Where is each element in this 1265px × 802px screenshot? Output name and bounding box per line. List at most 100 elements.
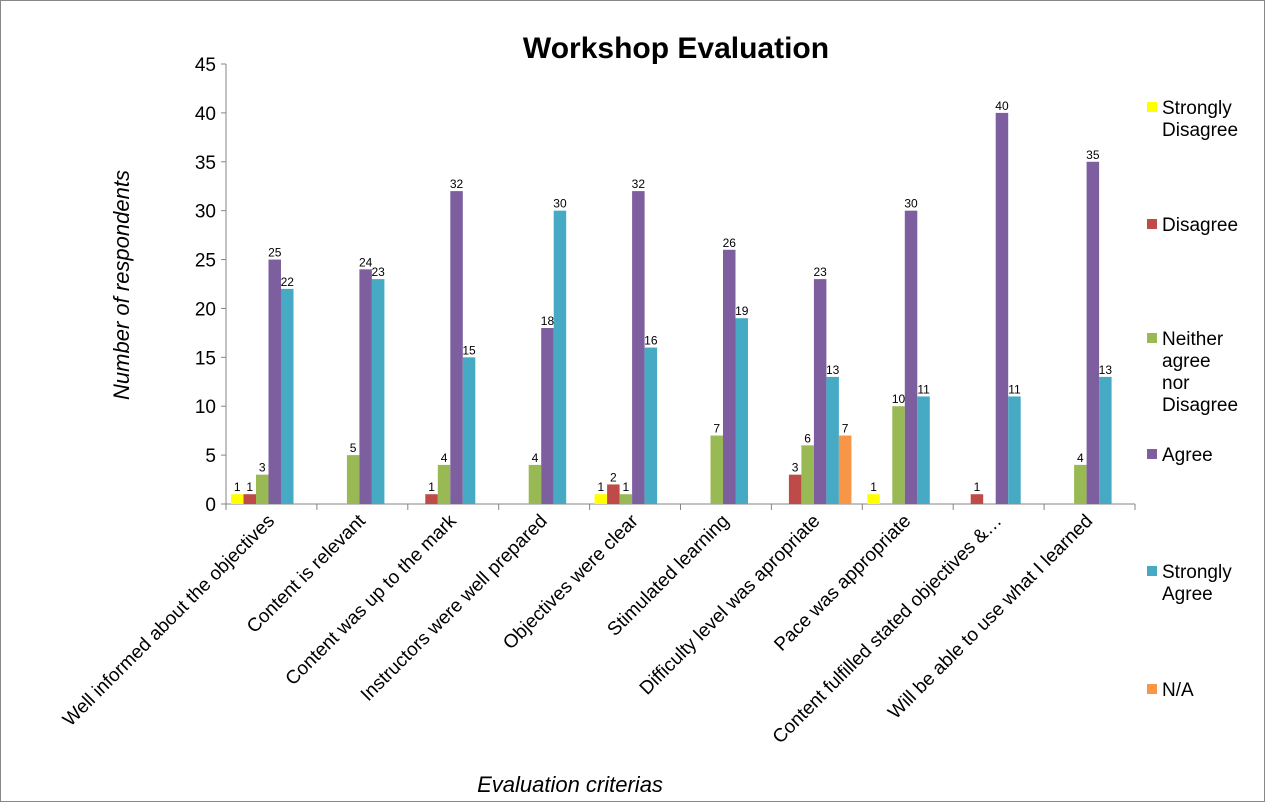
bar <box>644 347 658 504</box>
bar <box>970 494 984 504</box>
legend-label: Disagree <box>1162 215 1238 236</box>
chart-title: Workshop Evaluation <box>523 32 829 65</box>
bar <box>838 435 852 504</box>
legend-label: Strongly <box>1162 562 1232 583</box>
bar-value-label: 24 <box>359 255 373 269</box>
bar <box>528 464 542 504</box>
bar <box>437 464 451 504</box>
legend-label: Disagree <box>1162 395 1238 416</box>
legend-label: agree <box>1162 351 1211 372</box>
bar <box>450 191 463 504</box>
bar-value-label: 15 <box>462 343 476 357</box>
bar-value-label: 23 <box>371 265 385 279</box>
bar <box>359 269 372 504</box>
bar <box>1074 464 1087 504</box>
legend-entry: N/A <box>1147 680 1194 701</box>
bar-value-label: 26 <box>723 236 737 250</box>
bar <box>619 494 633 504</box>
bar <box>788 474 802 504</box>
bar-value-label: 1 <box>623 480 630 494</box>
bar <box>892 406 905 504</box>
legend-entry: Disagree <box>1147 215 1238 236</box>
bar-value-label: 18 <box>541 314 555 328</box>
bar <box>462 357 476 504</box>
y-tick-label: 30 <box>195 202 216 223</box>
y-tick-label: 45 <box>195 55 216 76</box>
legend-label: Neither <box>1162 329 1224 350</box>
legend-label: nor <box>1162 373 1190 394</box>
bar-value-label: 1 <box>246 480 253 494</box>
bar-value-label: 1 <box>428 480 435 494</box>
bar-value-label: 30 <box>904 197 918 211</box>
bar-value-label: 25 <box>268 246 282 260</box>
bar-value-label: 1 <box>234 480 241 494</box>
bar <box>826 376 839 504</box>
bar-value-label: 2 <box>610 470 617 484</box>
legend-swatch <box>1147 333 1157 343</box>
bar <box>867 494 880 504</box>
bar-value-label: 3 <box>792 461 799 475</box>
bar-value-label: 7 <box>713 422 720 436</box>
bar <box>904 210 918 504</box>
bar-value-label: 4 <box>532 451 539 465</box>
bar-value-label: 13 <box>1099 363 1113 377</box>
bar-value-label: 7 <box>842 422 849 436</box>
bar-value-label: 22 <box>281 275 295 289</box>
bar-value-label: 11 <box>1008 382 1021 396</box>
bar <box>917 396 930 504</box>
bar <box>553 210 567 504</box>
bar-value-label: 35 <box>1086 148 1100 162</box>
bar <box>1086 161 1100 504</box>
x-category-label: Difficulty level was apropriate <box>636 511 825 700</box>
bar <box>346 455 360 504</box>
x-category-label: Content was up to the mark <box>282 510 461 689</box>
bar <box>723 249 736 504</box>
bar-value-label: 13 <box>826 363 840 377</box>
bar <box>541 328 554 504</box>
bar-value-label: 6 <box>804 431 811 445</box>
bar-value-label: 1 <box>598 480 605 494</box>
y-tick-label: 10 <box>195 397 216 418</box>
bar <box>735 318 748 504</box>
legend-swatch <box>1147 684 1157 694</box>
bar-value-label: 5 <box>350 441 357 455</box>
bar <box>594 494 608 504</box>
bar <box>243 494 256 504</box>
bar-value-label: 1 <box>870 480 877 494</box>
bar <box>813 279 827 504</box>
bar <box>231 494 244 504</box>
bar-value-label: 3 <box>259 461 266 475</box>
bar-value-label: 30 <box>553 197 567 211</box>
bar <box>995 112 1009 504</box>
bar-value-label: 10 <box>892 392 906 406</box>
legend-swatch <box>1147 102 1157 112</box>
bar <box>256 474 269 504</box>
legend-entry: Agree <box>1147 445 1213 466</box>
legend-label: Strongly <box>1162 98 1232 119</box>
bar <box>632 191 645 504</box>
y-tick-label: 20 <box>195 299 216 320</box>
bar-value-label: 4 <box>1077 451 1084 465</box>
legend-label: N/A <box>1162 680 1194 701</box>
y-tick-label: 40 <box>195 104 216 125</box>
bar-value-label: 16 <box>644 334 658 348</box>
bar-value-label: 1 <box>974 480 981 494</box>
legend: StronglyDisagreeDisagreeNeitheragreenorD… <box>1147 98 1238 701</box>
bar-value-label: 32 <box>450 177 464 191</box>
bar <box>281 288 294 504</box>
bar-value-label: 23 <box>813 265 827 279</box>
bar-value-label: 11 <box>917 382 930 396</box>
y-tick-label: 25 <box>195 251 216 272</box>
bar <box>268 259 281 504</box>
bar <box>710 435 723 504</box>
bar <box>1099 376 1112 504</box>
bar <box>1008 396 1021 504</box>
y-tick-label: 35 <box>195 153 216 174</box>
x-category-label: Instructors were well prepared <box>357 511 552 706</box>
bar-value-label: 40 <box>995 99 1009 113</box>
bar <box>607 484 620 504</box>
